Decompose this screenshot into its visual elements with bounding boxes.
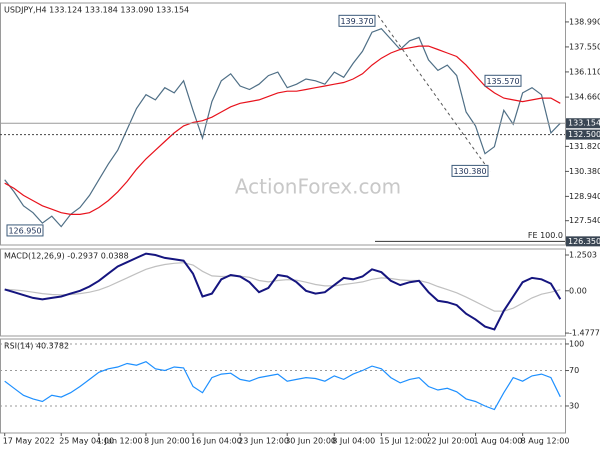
x-tick-label: 30 Jun 20:00 bbox=[285, 437, 336, 446]
level-label-box bbox=[566, 129, 600, 140]
y-tick-label: 70 bbox=[569, 366, 579, 375]
y-tick-label: -1.4777 bbox=[569, 329, 600, 338]
x-tick-label: 8 Jun 20:00 bbox=[144, 437, 190, 446]
annotation-box bbox=[451, 164, 489, 177]
y-tick-label: 128.940 bbox=[569, 192, 600, 201]
x-tick-label: 22 Jul 20:00 bbox=[426, 437, 474, 446]
series-line bbox=[4, 27, 561, 228]
panel-title: RSI(14) 40.3782 bbox=[4, 342, 69, 351]
x-tick-label: 16 Jun 04:00 bbox=[191, 437, 242, 446]
y-tick-label: 131.820 bbox=[569, 142, 600, 151]
x-tick-label: 25 May 04:00 bbox=[59, 437, 114, 446]
y-tick-label: 134.660 bbox=[569, 93, 600, 102]
x-tick-label: 17 May 2022 bbox=[3, 437, 55, 446]
y-tick-label: 100 bbox=[569, 339, 584, 348]
x-tick-label: 15 Jul 12:00 bbox=[379, 437, 427, 446]
annotation-box bbox=[484, 74, 522, 87]
panel-frame bbox=[0, 2, 566, 246]
series-line bbox=[4, 45, 561, 215]
x-tick-label: 1 Aug 04:00 bbox=[474, 437, 523, 446]
annotation-label: 139.370 bbox=[340, 17, 373, 26]
annotation-box bbox=[338, 14, 376, 27]
series-line bbox=[4, 252, 562, 331]
level-label: 133.154 bbox=[568, 119, 600, 128]
level-label: 126.350 bbox=[568, 237, 600, 246]
level-label-box bbox=[566, 236, 600, 247]
fib-line bbox=[377, 15, 491, 172]
y-tick-label: 30 bbox=[569, 401, 579, 410]
panel-frame bbox=[0, 248, 566, 337]
x-tick-label: 8 Jul 04:00 bbox=[332, 437, 375, 446]
y-tick-label: 130.380 bbox=[569, 167, 600, 176]
x-tick-label: 1 Jun 12:00 bbox=[97, 437, 143, 446]
y-tick-label: 136.110 bbox=[569, 67, 600, 76]
panel-frame bbox=[0, 338, 566, 434]
y-tick-label: 138.990 bbox=[569, 17, 600, 26]
x-tick-label: 8 Aug 12:00 bbox=[521, 437, 570, 446]
annotation-box bbox=[6, 224, 44, 237]
y-tick-label: 127.540 bbox=[569, 216, 600, 225]
level-label: 132.500 bbox=[568, 130, 600, 139]
series-line bbox=[4, 361, 561, 411]
annotation-label: 135.570 bbox=[486, 77, 519, 86]
x-tick-label: 23 Jun 12:00 bbox=[238, 437, 289, 446]
annotation-label: 130.380 bbox=[453, 167, 486, 176]
y-tick-label: 1.2503 bbox=[569, 251, 597, 260]
panel-title: MACD(12,26,9) -0.2937 0.0388 bbox=[4, 252, 129, 261]
level-label-box bbox=[566, 118, 600, 129]
y-tick-label: 137.550 bbox=[569, 42, 600, 51]
y-tick-label: 0.00 bbox=[569, 286, 587, 295]
fe-label: FE 100.0 bbox=[528, 231, 563, 240]
watermark: ActionForex.com bbox=[235, 175, 401, 199]
panel-title: USDJPY,H4 133.124 133.184 133.090 133.15… bbox=[4, 6, 189, 15]
annotation-label: 126.950 bbox=[8, 226, 41, 235]
series-line bbox=[4, 262, 561, 312]
